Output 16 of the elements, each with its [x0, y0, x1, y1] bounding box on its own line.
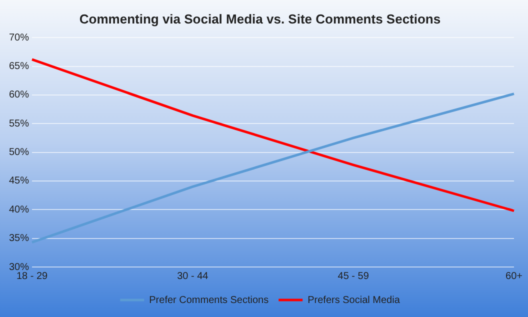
x-tick-label: 18 - 29	[16, 270, 48, 282]
y-tick-label: 55%	[9, 118, 30, 130]
y-tick-label: 40%	[9, 204, 30, 216]
legend-label: Prefer Comments Sections	[149, 294, 269, 306]
y-tick-label: 70%	[9, 32, 30, 44]
x-tick-label: 30 - 44	[177, 270, 209, 282]
legend-label: Prefers Social Media	[308, 294, 400, 306]
y-tick-label: 30%	[9, 262, 30, 273]
x-tick-label: 60+	[506, 270, 523, 282]
chart-title: Commenting via Social Media vs. Site Comments Sections	[79, 11, 441, 26]
y-tick-label: 45%	[9, 176, 30, 187]
y-tick-label: 50%	[9, 147, 30, 158]
y-tick-label: 60%	[9, 90, 30, 101]
y-tick-label: 65%	[9, 61, 30, 72]
y-tick-label: 35%	[9, 233, 30, 244]
x-tick-label: 45 - 59	[338, 270, 370, 282]
